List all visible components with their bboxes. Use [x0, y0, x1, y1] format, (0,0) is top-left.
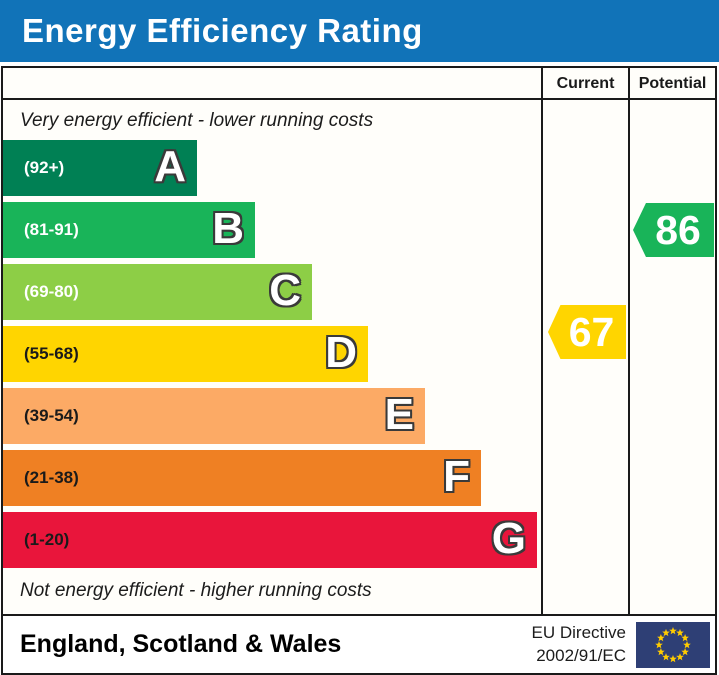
- table-header-row: Current Potential: [3, 68, 715, 100]
- band-g: (1-20) G: [3, 512, 537, 568]
- band-d: (55-68) D: [3, 326, 368, 382]
- current-rating-marker: 67: [548, 305, 626, 359]
- band-range-label: (1-20): [24, 530, 70, 549]
- potential-rating-value: 86: [655, 206, 701, 253]
- current-column-divider: [541, 68, 543, 614]
- region-label: England, Scotland & Wales: [20, 630, 342, 658]
- band-c: (69-80) C: [3, 264, 312, 320]
- eu-directive-line1: EU Directive: [531, 623, 626, 643]
- footer-bar: England, Scotland & Wales EU Directive 2…: [1, 614, 717, 675]
- band-letter: B: [212, 204, 244, 254]
- page-title: Energy Efficiency Rating: [22, 12, 423, 49]
- band-letter: F: [443, 452, 470, 502]
- band-letter: D: [325, 328, 357, 378]
- bottom-note: Not energy efficient - higher running co…: [20, 580, 372, 601]
- current-rating-value: 67: [568, 308, 615, 355]
- band-range-label: (69-80): [24, 282, 79, 301]
- band-b: (81-91) B: [3, 202, 255, 258]
- potential-rating-marker: 86: [633, 203, 714, 257]
- band-a: (92+) A: [3, 140, 197, 196]
- column-header-potential: Potential: [638, 75, 707, 92]
- band-range-label: (39-54): [24, 406, 79, 425]
- eu-directive-label: EU Directive 2002/91/EC: [532, 622, 636, 666]
- eu-directive-line2: 2002/91/EC: [536, 645, 626, 665]
- top-note: Very energy efficient - lower running co…: [20, 110, 374, 131]
- band-range-label: (81-91): [24, 220, 79, 239]
- band-letter: G: [491, 514, 526, 564]
- title-bar: Energy Efficiency Rating: [0, 0, 719, 62]
- band-range-label: (21-38): [24, 468, 79, 487]
- rating-table: Current Potential Very energy efficient …: [1, 66, 717, 616]
- band-e: (39-54) E: [3, 388, 425, 444]
- band-f: (21-38) F: [3, 450, 481, 506]
- band-letter: A: [154, 142, 186, 192]
- band-range-label: (92+): [24, 158, 65, 177]
- column-header-current: Current: [556, 75, 615, 92]
- band-letter: C: [269, 266, 301, 316]
- band-range-label: (55-68): [24, 344, 79, 363]
- band-letter: E: [384, 390, 414, 440]
- potential-column-divider: [628, 68, 630, 614]
- eu-flag-icon: [636, 621, 710, 668]
